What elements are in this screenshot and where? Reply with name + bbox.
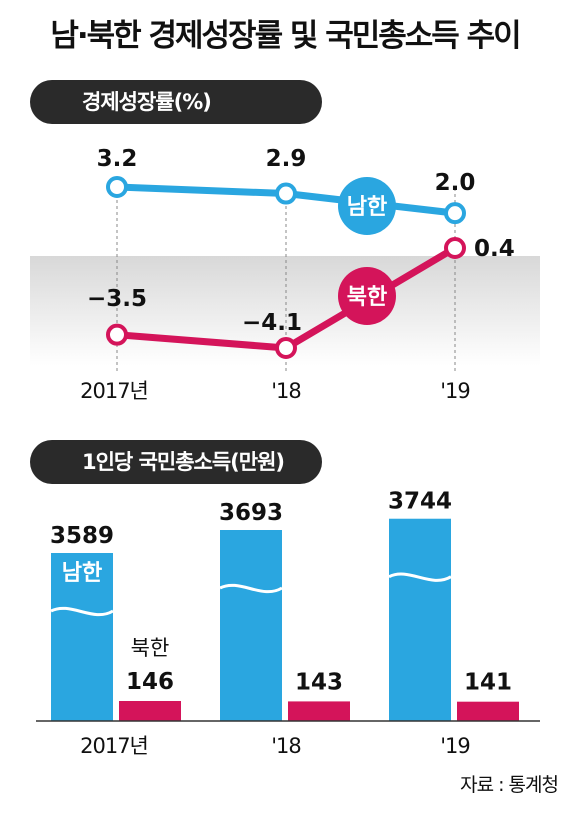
- north-bar-1: [288, 701, 350, 721]
- north-point-1: [275, 337, 297, 359]
- north-series-name: 북한: [347, 285, 387, 310]
- north-point-2: [444, 237, 466, 259]
- north-series-name-bar: 북한: [131, 636, 170, 660]
- axis-break-mark-0: [50, 606, 114, 617]
- north-series-badge: [338, 267, 396, 325]
- south-bar-label-1: 3693: [219, 500, 283, 526]
- south-series-badge: [338, 177, 396, 235]
- north-bar-label-0: 146: [126, 669, 174, 695]
- south-data-label-2: 2.0: [435, 170, 476, 196]
- south-series-name-bar: 남한: [62, 561, 102, 586]
- south-point-1: [275, 182, 297, 205]
- south-bar-0: [51, 553, 113, 721]
- north-data-label-0: −3.5: [87, 286, 147, 312]
- axis-break-mark-1: [219, 583, 283, 594]
- source-note: 자료 : 통계청: [460, 774, 559, 796]
- north-bar-label-1: 143: [295, 669, 343, 695]
- income-section-header: 1인당 국민총소득(만원): [30, 440, 322, 484]
- south-bar-1: [220, 530, 282, 721]
- south-bar-label-2: 3744: [388, 489, 452, 515]
- south-series-name: 남한: [347, 195, 387, 220]
- south-bar-label-0: 3589: [50, 523, 114, 549]
- north-data-label-1: −4.1: [242, 310, 302, 336]
- north-data-label-2: 0.4: [474, 236, 515, 262]
- south-bar-2: [389, 518, 451, 721]
- north-bar-label-2: 141: [464, 670, 512, 696]
- bar-x-tick-label-1: '18: [271, 734, 301, 758]
- growth-section-header: 경제성장률(%): [30, 80, 322, 124]
- x-tick-label-2: '19: [440, 379, 470, 403]
- south-data-label-1: 2.9: [266, 146, 307, 172]
- north-point-0: [106, 323, 128, 346]
- x-tick-label-0: 2017년: [80, 379, 148, 403]
- south-point-0: [106, 176, 128, 198]
- bar-x-tick-label-2: '19: [440, 734, 470, 758]
- page-title: 남·북한 경제성장률 및 국민총소득 추이: [50, 18, 521, 54]
- south-data-label-0: 3.2: [97, 146, 138, 172]
- bar-x-tick-label-0: 2017년: [80, 734, 148, 758]
- north-bar-2: [457, 701, 519, 721]
- north-bar-0: [119, 701, 181, 721]
- south-point-2: [444, 202, 466, 225]
- x-tick-label-1: '18: [271, 379, 301, 403]
- axis-break-mark-2: [388, 572, 452, 582]
